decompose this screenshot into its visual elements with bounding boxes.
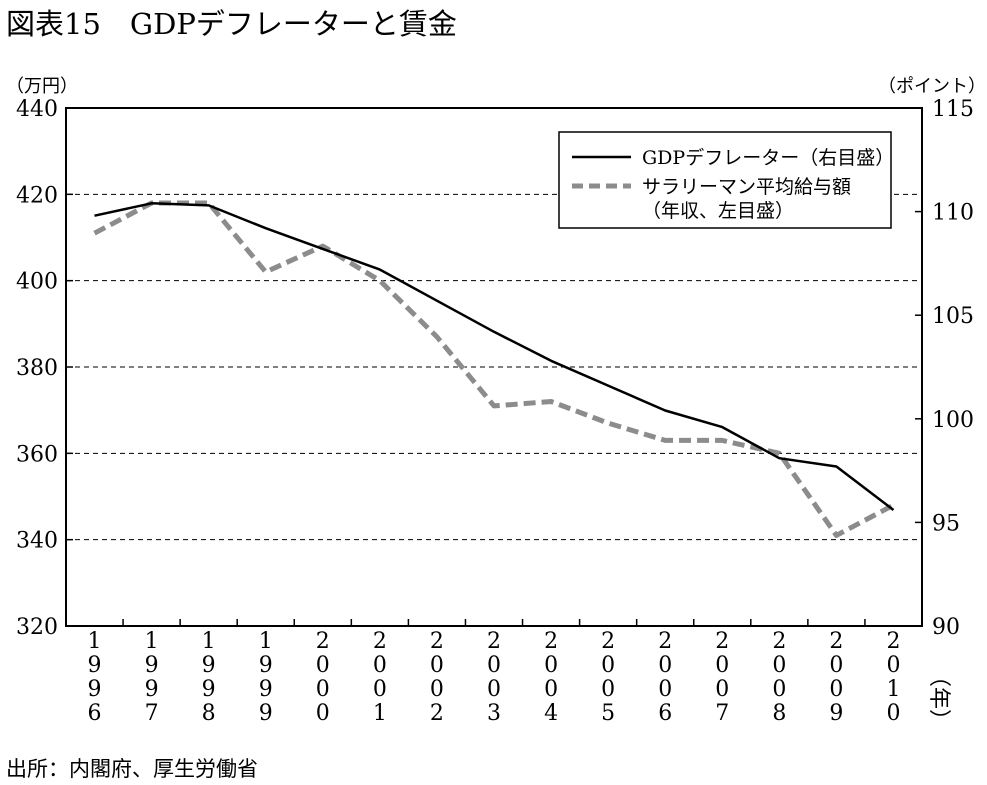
legend-label-salary-line2: （年収、左目盛）	[642, 200, 794, 222]
left-tick-label: 420	[16, 183, 58, 208]
left-axis: 440 420 400 380 360 340 320	[16, 97, 73, 640]
right-tick-label: 105	[932, 304, 974, 329]
series-line-gdp	[95, 203, 894, 510]
right-axis-unit: （ポイント）	[878, 76, 986, 97]
left-tick-label: 440	[16, 97, 58, 122]
left-axis-unit: （万円）	[6, 76, 78, 97]
legend-label-gdp: GDPデフレーター（右目盛）	[642, 147, 894, 169]
left-tick-label: 340	[16, 529, 58, 554]
x-axis-unit: （年）	[926, 665, 951, 731]
right-axis: 115 110 105 100 95 90	[915, 97, 974, 640]
right-tick-label: 115	[932, 97, 974, 122]
x-axis: 1 9 9 6 1 9 9 7 1 9 9 8 1 9 9 9 2 0 0 0 2 0 0 1 2 0 0 2 2 0 0 3 2 0 0 4 2 0 0 5…	[88, 619, 901, 726]
chart-title: 図表15 GDPデフレーターと賃金	[6, 7, 457, 41]
left-tick-label: 320	[16, 615, 58, 640]
svg-text:（年）: （年）	[926, 665, 951, 731]
legend: GDPデフレーター（右目盛） サラリーマン平均給与額 （年収、左目盛）	[559, 132, 894, 228]
left-tick-label: 380	[16, 356, 58, 381]
left-tick-label: 360	[16, 442, 58, 467]
right-tick-label: 110	[932, 201, 974, 226]
left-tick-label: 400	[16, 270, 58, 295]
series-line-salary	[95, 203, 894, 535]
right-tick-label: 95	[932, 511, 960, 536]
source-note: 出所：内閣府、厚生労働省	[6, 757, 258, 781]
right-tick-label: 90	[932, 615, 960, 640]
series-layer	[94, 203, 893, 536]
legend-label-salary: サラリーマン平均給与額	[642, 176, 851, 198]
right-tick-label: 100	[932, 408, 974, 433]
